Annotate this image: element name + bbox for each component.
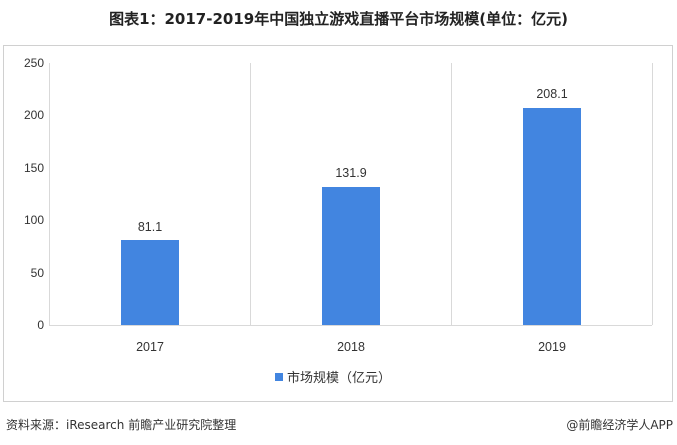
source-note: 资料来源：iResearch 前瞻产业研究院整理	[6, 418, 237, 432]
bar-2018	[322, 187, 380, 325]
y-axis-line	[49, 63, 50, 325]
y-tick: 200	[23, 108, 44, 122]
legend-swatch-icon	[275, 372, 283, 381]
x-tick: 2018	[337, 340, 365, 354]
y-tick: 0	[37, 318, 44, 332]
category-divider	[652, 63, 653, 325]
bar-2019	[523, 108, 581, 325]
y-tick: 250	[23, 56, 44, 70]
category-divider	[250, 63, 251, 325]
y-tick: 150	[23, 161, 44, 175]
bar-2017	[121, 240, 179, 325]
data-label: 208.1	[536, 87, 568, 101]
legend-label: 市场规模（亿元）	[287, 371, 392, 386]
chart-title: 图表1：2017-2019年中国独立游戏直播平台市场规模(单位：亿元)	[109, 10, 568, 28]
x-tick: 2019	[538, 340, 566, 354]
y-tick: 100	[23, 213, 44, 227]
x-tick: 2017	[136, 340, 164, 354]
data-label: 131.9	[335, 166, 367, 180]
data-label: 81.1	[137, 220, 163, 234]
chart-frame	[3, 45, 673, 402]
y-tick: 50	[30, 266, 44, 280]
credit-note: @前瞻经济学人APP	[566, 418, 673, 432]
legend: 市场规模（亿元）	[275, 367, 391, 386]
x-axis-line	[49, 325, 652, 326]
category-divider	[451, 63, 452, 325]
